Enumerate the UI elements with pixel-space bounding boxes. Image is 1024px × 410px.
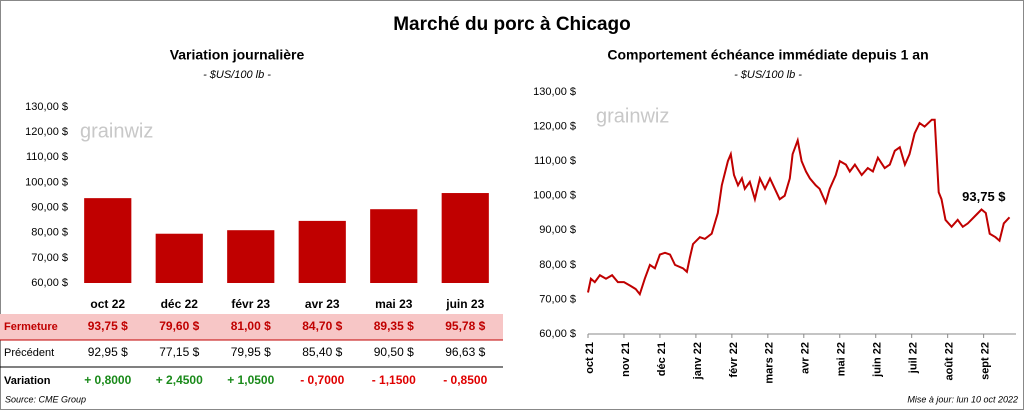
chart-title: Comportement échéance immédiate depuis 1…	[607, 47, 928, 63]
y-tick-label: 80,00 $	[539, 259, 576, 271]
y-tick-label: 80,00 $	[31, 227, 68, 239]
y-tick-label: 90,00 $	[31, 201, 68, 213]
row-label: Précédent	[4, 347, 54, 359]
y-tick-label: 130,00 $	[533, 86, 576, 98]
x-tick-label: mai 22	[836, 342, 848, 376]
y-tick-label: 100,00 $	[533, 190, 576, 202]
x-tick-label: juin 22	[872, 342, 884, 378]
bar	[441, 193, 489, 283]
chart-title: Variation journalière	[170, 47, 305, 63]
table-cell: + 0,8000	[84, 373, 131, 387]
table-cell: 84,70 $	[302, 319, 342, 333]
source: Source: CME Group	[5, 394, 86, 404]
y-tick-label: 70,00 $	[539, 293, 576, 305]
y-tick-label: 130,00 $	[25, 101, 68, 113]
x-tick-label: mai 23	[375, 297, 413, 311]
table-cell: + 1,0500	[227, 373, 274, 387]
table-cell: 90,50 $	[374, 345, 414, 359]
x-tick-label: août 22	[944, 342, 956, 381]
y-tick-label: 60,00 $	[539, 328, 576, 340]
x-tick-label: sept 22	[980, 342, 992, 380]
table-cell: 93,75 $	[88, 319, 128, 333]
table-cell: 81,00 $	[231, 319, 271, 333]
price-line	[587, 118, 1011, 297]
updated: Mise à jour: lun 10 oct 2022	[907, 394, 1018, 404]
table-cell: + 2,4500	[156, 373, 203, 387]
y-tick-label: 120,00 $	[533, 120, 576, 132]
y-tick-label: 70,00 $	[31, 252, 68, 264]
table-cell: 95,78 $	[445, 319, 485, 333]
y-tick-label: 120,00 $	[25, 126, 68, 138]
table-cell: - 0,7000	[300, 373, 344, 387]
x-tick-label: déc 21	[656, 342, 668, 376]
x-tick-label: mars 22	[764, 342, 776, 384]
bar	[155, 233, 203, 283]
x-tick-label: févr 22	[728, 342, 740, 377]
x-tick-label: oct 21	[584, 342, 596, 374]
table-cell: 92,95 $	[88, 345, 128, 359]
x-tick-label: nov 21	[620, 342, 632, 377]
chart-subtitle: - $US/100 lb -	[734, 69, 802, 81]
y-tick-label: 60,00 $	[31, 277, 68, 289]
table-cell: - 0,8500	[443, 373, 487, 387]
x-tick-label: déc 22	[161, 297, 199, 311]
x-tick-label: janv 22	[692, 342, 704, 380]
y-tick-label: 90,00 $	[539, 224, 576, 236]
table-cell: 79,95 $	[231, 345, 271, 359]
x-tick-label: févr 23	[231, 297, 270, 311]
page-title: Marché du porc à Chicago	[393, 14, 631, 35]
y-tick-label: 110,00 $	[534, 155, 576, 167]
table-cell: 79,60 $	[159, 319, 199, 333]
table-cell: - 1,1500	[372, 373, 416, 387]
x-tick-label: oct 22	[90, 297, 125, 311]
y-tick-label: 110,00 $	[26, 151, 68, 163]
row-label: Variation	[4, 375, 51, 387]
table-cell: 96,63 $	[445, 345, 485, 359]
table-cell: 89,35 $	[374, 319, 414, 333]
table-cell: 77,15 $	[159, 345, 199, 359]
table-cell: 85,40 $	[302, 345, 342, 359]
watermark: grainwiz	[596, 105, 669, 127]
x-tick-label: avr 23	[305, 297, 340, 311]
bar	[370, 209, 418, 283]
bar	[84, 198, 132, 283]
y-tick-label: 100,00 $	[25, 176, 68, 188]
x-tick-label: juin 23	[445, 297, 484, 311]
row-label: Fermeture	[4, 321, 58, 333]
x-tick-label: juil 22	[908, 342, 920, 374]
bar	[298, 220, 346, 283]
chart-subtitle: - $US/100 lb -	[203, 69, 271, 81]
annotation: 93,75 $	[962, 189, 1006, 204]
watermark: grainwiz	[80, 120, 153, 142]
close-row-bg	[0, 314, 503, 340]
x-tick-label: avr 22	[800, 342, 812, 374]
bar	[227, 230, 275, 283]
